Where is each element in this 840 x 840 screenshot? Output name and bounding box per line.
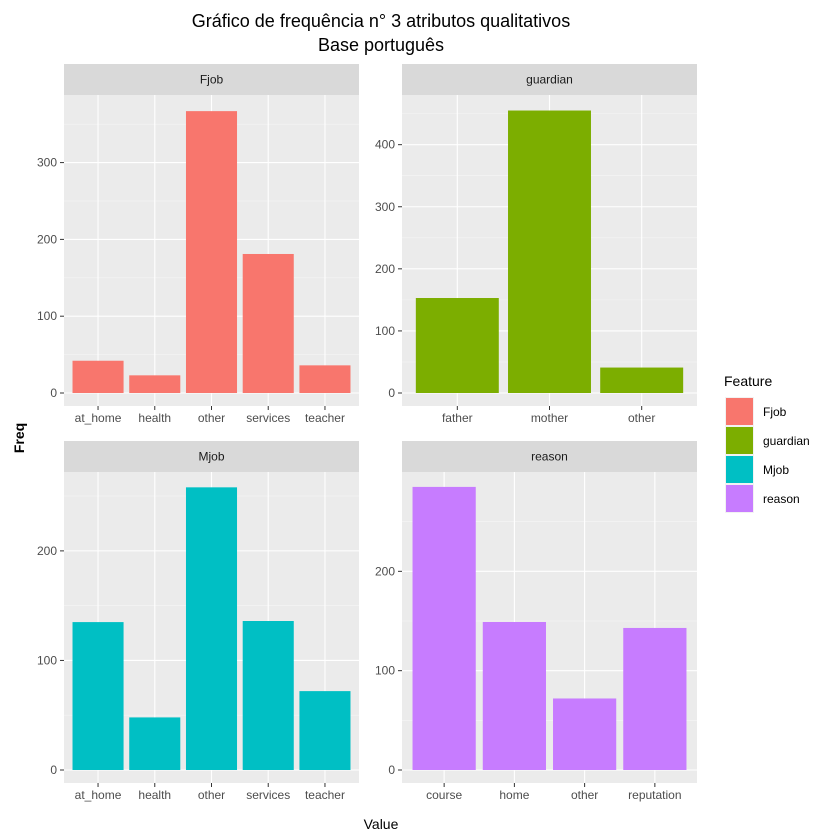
bar-fjob-health <box>129 375 181 393</box>
bar-guardian-mother <box>508 110 591 393</box>
bar-fjob-services <box>242 253 294 393</box>
legend-label-reason: reason <box>763 492 800 506</box>
x-tick-label: services <box>246 788 290 802</box>
strip-label-mjob: Mjob <box>198 450 224 464</box>
bar-reason-reputation <box>623 627 687 770</box>
strip-fjob <box>64 64 359 95</box>
y-tick-label: 300 <box>37 156 57 170</box>
x-tick-label: at_home <box>75 411 122 425</box>
strip-label-guardian: guardian <box>526 73 573 87</box>
bar-reason-course <box>412 486 476 770</box>
legend-label-mjob: Mjob <box>763 463 789 477</box>
legend-swatch-guardian <box>726 427 753 454</box>
panel-reason: reason 0 100 200 course home other reputation <box>375 441 697 802</box>
bar-mjob-services <box>242 621 294 770</box>
bar-reason-other <box>553 698 617 770</box>
bar-fjob-teacher <box>299 365 351 393</box>
legend: Feature Fjob guardian Mjob reason <box>724 373 810 513</box>
panel-fjob: Fjob 0 100 200 300 at_home health other services… <box>37 64 359 425</box>
y-tick-label: 0 <box>388 763 395 777</box>
y-tick-label: 100 <box>37 309 57 323</box>
y-tick-label: 100 <box>375 664 395 678</box>
x-axis-title: Value <box>364 816 399 832</box>
x-tick-label: health <box>138 788 171 802</box>
y-tick-label: 300 <box>375 200 395 214</box>
strip-label-reason: reason <box>531 450 568 464</box>
y-tick-label: 200 <box>375 564 395 578</box>
y-tick-label: 200 <box>375 262 395 276</box>
x-tick-label: health <box>138 411 171 425</box>
y-axis-title: Freq <box>11 423 27 453</box>
bar-reason-home <box>482 621 546 770</box>
strip-label-fjob: Fjob <box>200 73 224 87</box>
x-tick-label: services <box>246 411 290 425</box>
x-tick-label: other <box>628 411 655 425</box>
x-tick-label: teacher <box>305 411 345 425</box>
bar-guardian-other <box>600 367 684 393</box>
y-tick-label: 400 <box>375 138 395 152</box>
legend-swatch-fjob <box>726 398 753 425</box>
x-tick-label: other <box>198 788 225 802</box>
bar-mjob-teacher <box>299 691 351 770</box>
x-tick-label: at_home <box>75 788 122 802</box>
x-tick-label: reputation <box>628 788 681 802</box>
x-tick-label: other <box>571 788 598 802</box>
bar-guardian-father <box>415 298 499 393</box>
legend-swatch-mjob <box>726 456 753 483</box>
y-tick-label: 200 <box>37 544 57 558</box>
x-tick-label: course <box>426 788 462 802</box>
legend-swatch-reason <box>726 485 753 512</box>
bar-mjob-health <box>129 717 181 770</box>
chart-title: Gráfico de frequência n° 3 atributos qua… <box>192 11 570 31</box>
x-tick-label: father <box>442 411 473 425</box>
chart-subtitle: Base português <box>318 35 444 55</box>
y-tick-label: 100 <box>375 324 395 338</box>
y-tick-label: 200 <box>37 232 57 246</box>
legend-title: Feature <box>724 373 772 389</box>
bar-mjob-other <box>185 487 238 770</box>
panel-mjob: Mjob 0 100 200 at_home health other services tea… <box>37 441 359 802</box>
y-tick-label: 0 <box>50 386 57 400</box>
bar-fjob-at-home <box>72 360 124 393</box>
legend-label-guardian: guardian <box>763 434 810 448</box>
x-tick-label: home <box>499 788 529 802</box>
x-tick-label: other <box>198 411 225 425</box>
legend-label-fjob: Fjob <box>763 405 787 419</box>
strip-reason <box>402 441 697 472</box>
y-tick-label: 0 <box>388 386 395 400</box>
x-tick-label: teacher <box>305 788 345 802</box>
y-tick-label: 0 <box>50 763 57 777</box>
bar-fjob-other <box>185 111 238 393</box>
bar-mjob-at-home <box>72 622 124 770</box>
panel-guardian: guardian 0 100 200 300 400 father mother other <box>375 64 697 425</box>
strip-mjob <box>64 441 359 472</box>
strip-guardian <box>402 64 697 95</box>
x-tick-label: mother <box>531 411 568 425</box>
y-tick-label: 100 <box>37 653 57 667</box>
